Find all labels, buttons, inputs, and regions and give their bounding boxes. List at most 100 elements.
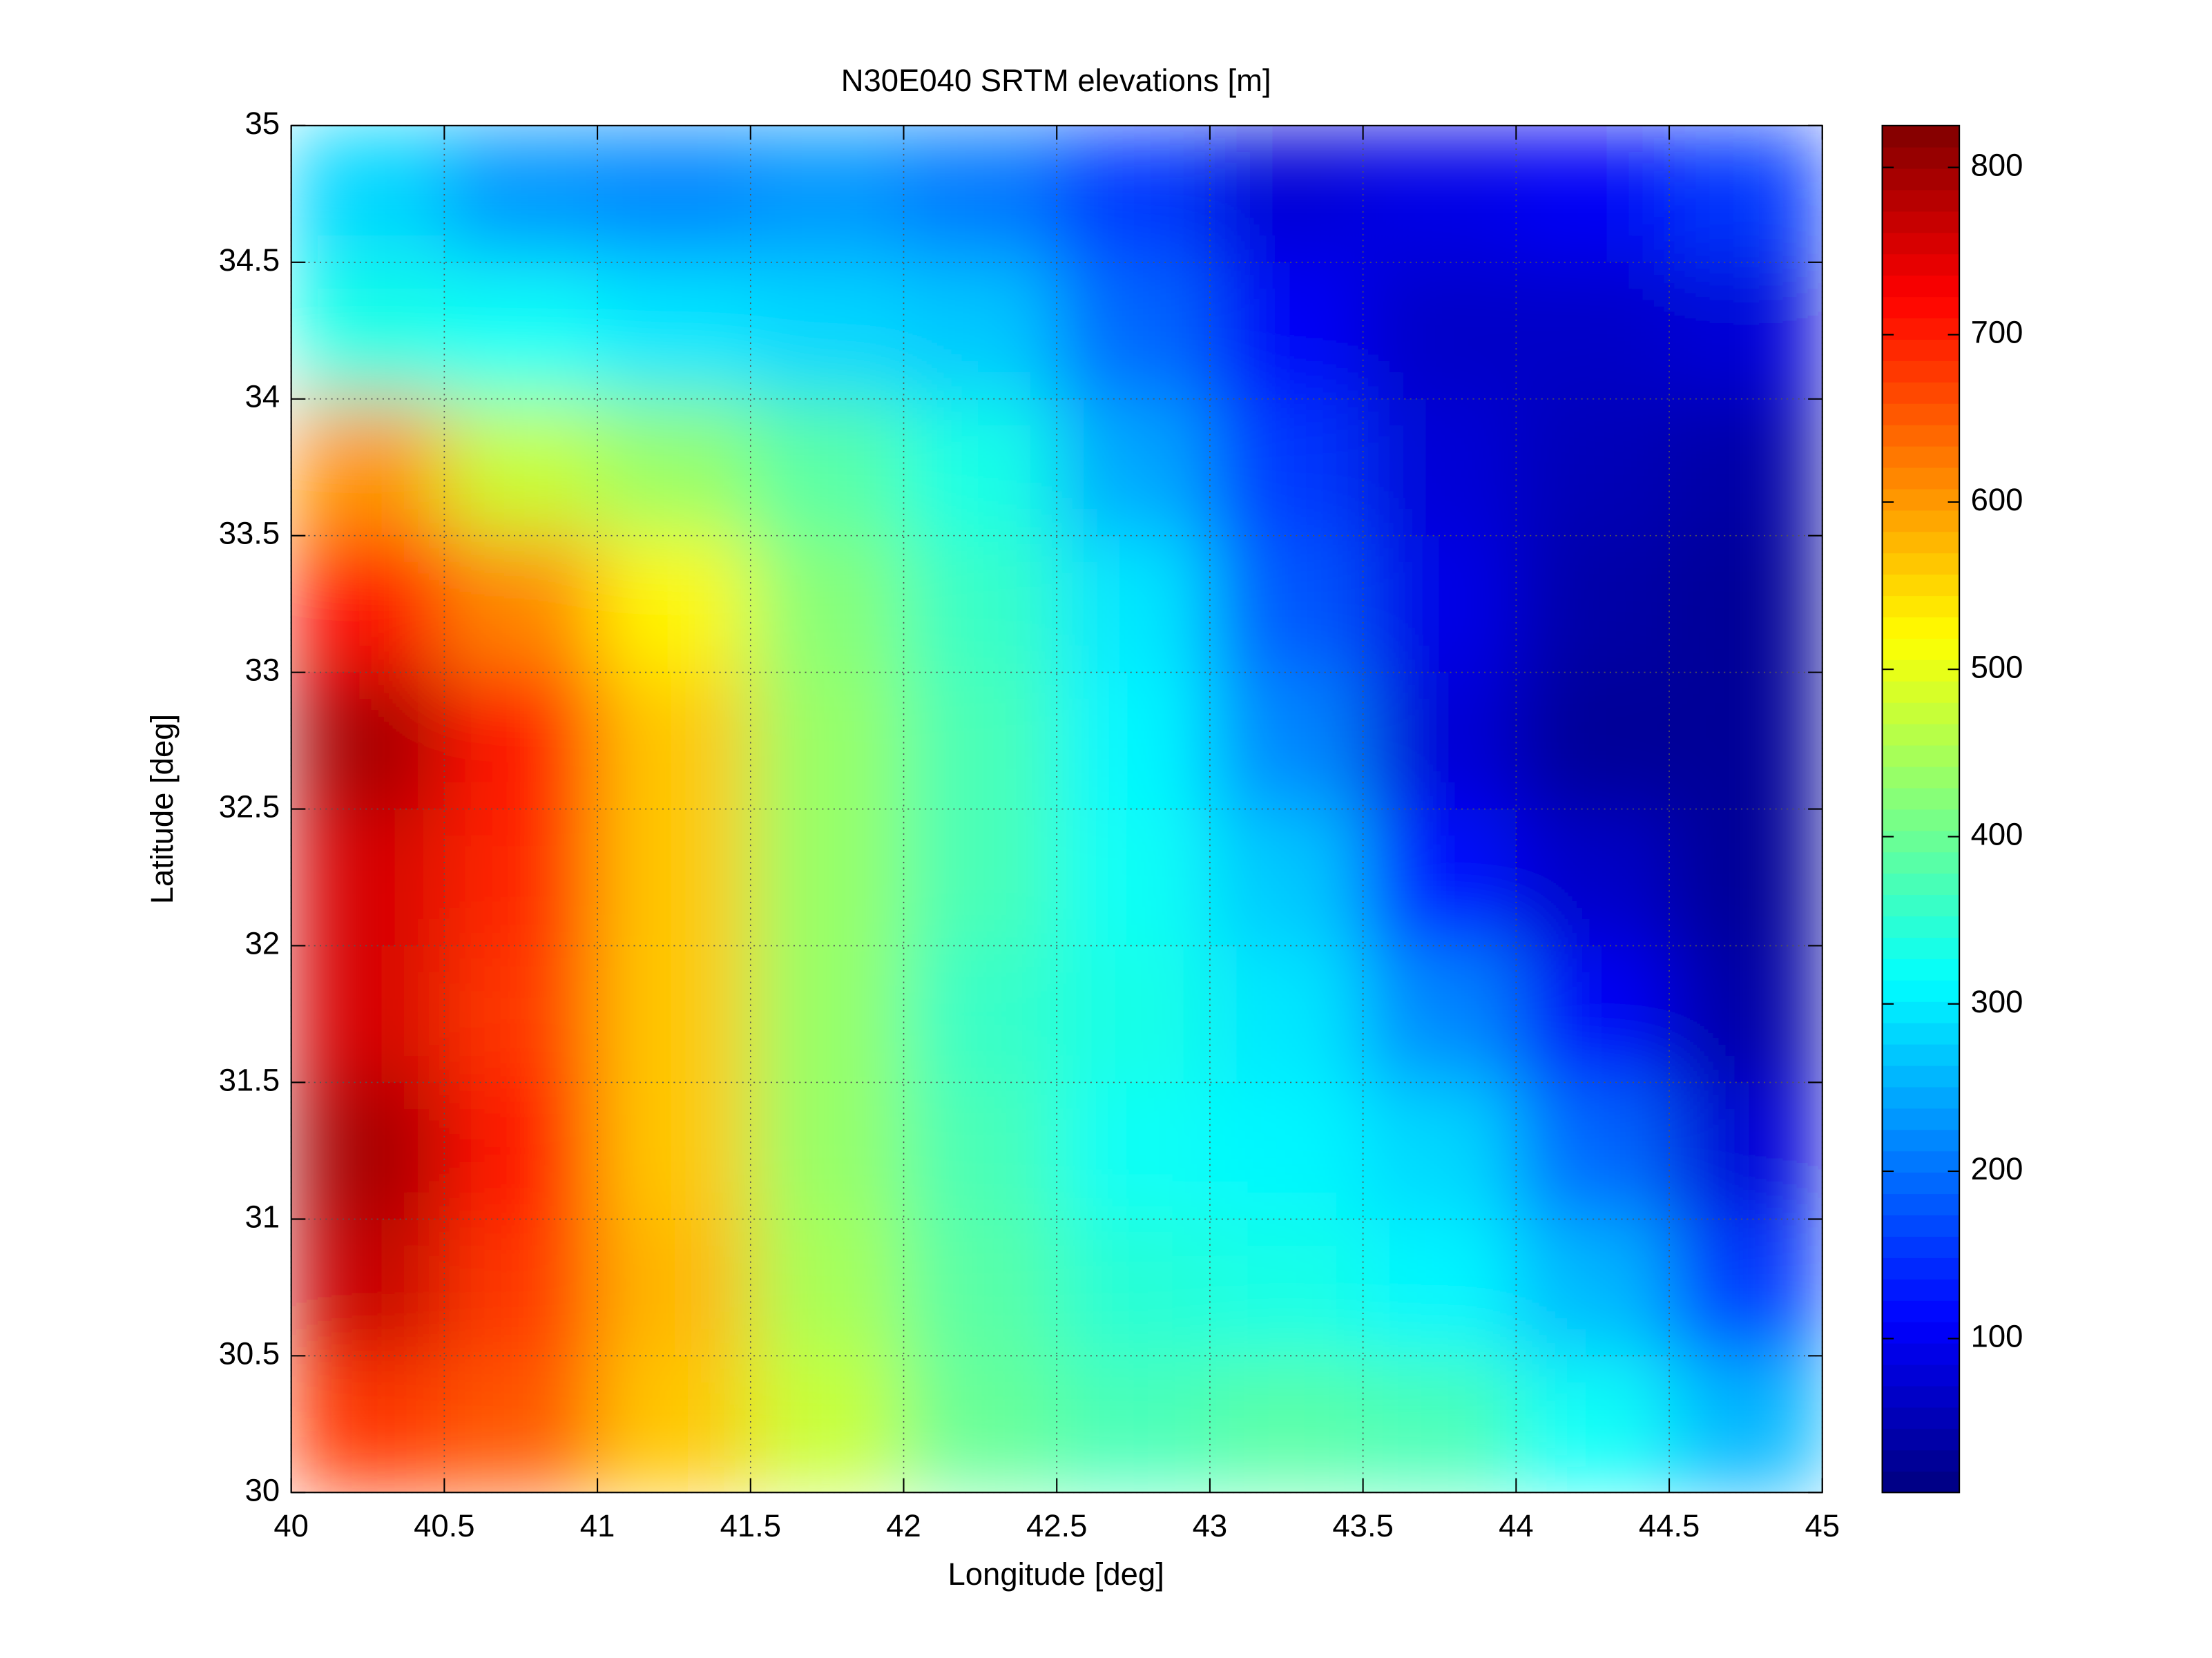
colorbar: 100 200 300 400 500 600 700 800 <box>1881 124 2023 1494</box>
heatmap-cell <box>444 262 599 400</box>
heatmap-cell <box>1209 1082 1364 1220</box>
colorbar-band <box>1882 125 1960 148</box>
heatmap-cell <box>444 1356 599 1493</box>
heatmap-cell <box>1516 1082 1671 1220</box>
heatmap-cell <box>1363 125 1517 263</box>
heatmap-cell <box>1516 1356 1671 1493</box>
heatmap-cell <box>903 262 1058 400</box>
heatmap-cell <box>291 1082 445 1220</box>
colorbar-band <box>1882 702 1960 724</box>
heatmap-cell <box>1669 672 1823 810</box>
heatmap-cell <box>1669 398 1823 537</box>
colorbar-band <box>1882 1321 1960 1344</box>
heatmap-cell <box>1516 945 1671 1083</box>
y-tick-label: 34 <box>245 379 280 414</box>
colorbar-band <box>1882 381 1960 404</box>
colorbar-band <box>1882 1001 1960 1023</box>
colorbar-band <box>1882 1257 1960 1280</box>
heatmap-cell <box>444 125 599 263</box>
heatmap-cell <box>1363 1219 1517 1357</box>
heatmap-cell <box>750 398 905 537</box>
colorbar-band <box>1882 232 1960 255</box>
y-tick-label: 30 <box>245 1472 280 1507</box>
heatmap-cell <box>1669 945 1823 1083</box>
x-tick-label: 44 <box>1499 1508 1534 1543</box>
heatmap-cell <box>1516 398 1671 537</box>
heatmap-cell <box>444 1082 599 1220</box>
heatmap-cell <box>1057 398 1211 537</box>
heatmap-cell <box>1363 262 1517 400</box>
y-tick-label: 31.5 <box>219 1062 280 1097</box>
colorbar-band <box>1882 1471 1960 1494</box>
y-tick-label: 32.5 <box>219 789 280 825</box>
heatmap-cell <box>1057 1356 1211 1493</box>
heatmap-cell <box>597 809 751 947</box>
colorbar-band <box>1882 189 1960 212</box>
heatmap-cell <box>291 262 445 400</box>
heatmap-cell <box>1669 809 1823 947</box>
colorbar-band <box>1882 488 1960 511</box>
heatmap-cell <box>903 1082 1058 1220</box>
colorbar-band <box>1882 1065 1960 1088</box>
colorbar-band <box>1882 638 1960 660</box>
heatmap-cell <box>1669 1356 1823 1493</box>
heatmap-cell <box>597 125 751 263</box>
colorbar-band <box>1882 723 1960 746</box>
heatmap-cell <box>1057 1219 1211 1357</box>
chart-title: N30E040 SRTM elevations [m] <box>841 63 1271 98</box>
y-tick-label: 30.5 <box>219 1336 280 1371</box>
heatmap-cell <box>597 672 751 810</box>
y-tick-label: 33.5 <box>219 516 280 551</box>
heatmap-cell <box>291 398 445 537</box>
colorbar-band <box>1882 467 1960 490</box>
heatmap-cell <box>1363 398 1517 537</box>
colorbar-band <box>1882 894 1960 917</box>
heatmap-cell <box>1363 945 1517 1083</box>
heatmap-cells <box>291 125 1823 1493</box>
colorbar-band <box>1882 168 1960 191</box>
heatmap-cell <box>903 809 1058 947</box>
colorbar-band <box>1882 1043 1960 1066</box>
colorbar-band <box>1882 1449 1960 1472</box>
y-tick-label: 35 <box>245 106 280 141</box>
heatmap-cell <box>1516 535 1671 673</box>
colorbar-band <box>1882 1279 1960 1301</box>
heatmap-cell <box>1057 1082 1211 1220</box>
colorbar-band <box>1882 318 1960 340</box>
colorbar-band <box>1882 296 1960 319</box>
colorbar-band <box>1882 809 1960 831</box>
colorbar-band <box>1882 360 1960 383</box>
heatmap-cell <box>1209 535 1364 673</box>
heatmap-cell <box>1363 809 1517 947</box>
heatmap-cell <box>444 945 599 1083</box>
heatmap-cell <box>750 1356 905 1493</box>
axes: 40 40.5 41 41.5 42 42.5 43 43.5 44 44.5 45 30 30.5 31… <box>219 106 1840 1543</box>
colorbar-band <box>1882 1428 1960 1451</box>
colorbar-tick-label: 100 <box>1971 1318 2023 1353</box>
colorbar-band <box>1882 1129 1960 1152</box>
y-tick-label: 32 <box>245 926 280 961</box>
heatmap-cell <box>291 1219 445 1357</box>
colorbar-band <box>1882 1236 1960 1258</box>
heatmap-cell <box>597 535 751 673</box>
heatmap-cell <box>291 672 445 810</box>
colorbar-band <box>1882 744 1960 767</box>
heatmap-cell <box>1669 1219 1823 1357</box>
heatmap-cell <box>1209 125 1364 263</box>
colorbar-tick-label: 700 <box>1971 315 2023 350</box>
heatmap-cell <box>597 262 751 400</box>
heatmap-cell <box>750 672 905 810</box>
colorbar-tick-label: 800 <box>1971 147 2023 182</box>
colorbar-band <box>1882 253 1960 276</box>
colorbar-band <box>1882 916 1960 938</box>
heatmap-cell <box>291 535 445 673</box>
colorbar-frame <box>1881 124 1961 1494</box>
x-tick-label: 42 <box>886 1508 921 1543</box>
colorbar-band <box>1882 680 1960 703</box>
heatmap-cell <box>1209 809 1364 947</box>
heatmap-cell <box>1209 672 1364 810</box>
heatmap-cell <box>1209 945 1364 1083</box>
heatmap-cell <box>1363 672 1517 810</box>
colorbar-band <box>1882 1108 1960 1130</box>
colorbar-band <box>1882 275 1960 298</box>
